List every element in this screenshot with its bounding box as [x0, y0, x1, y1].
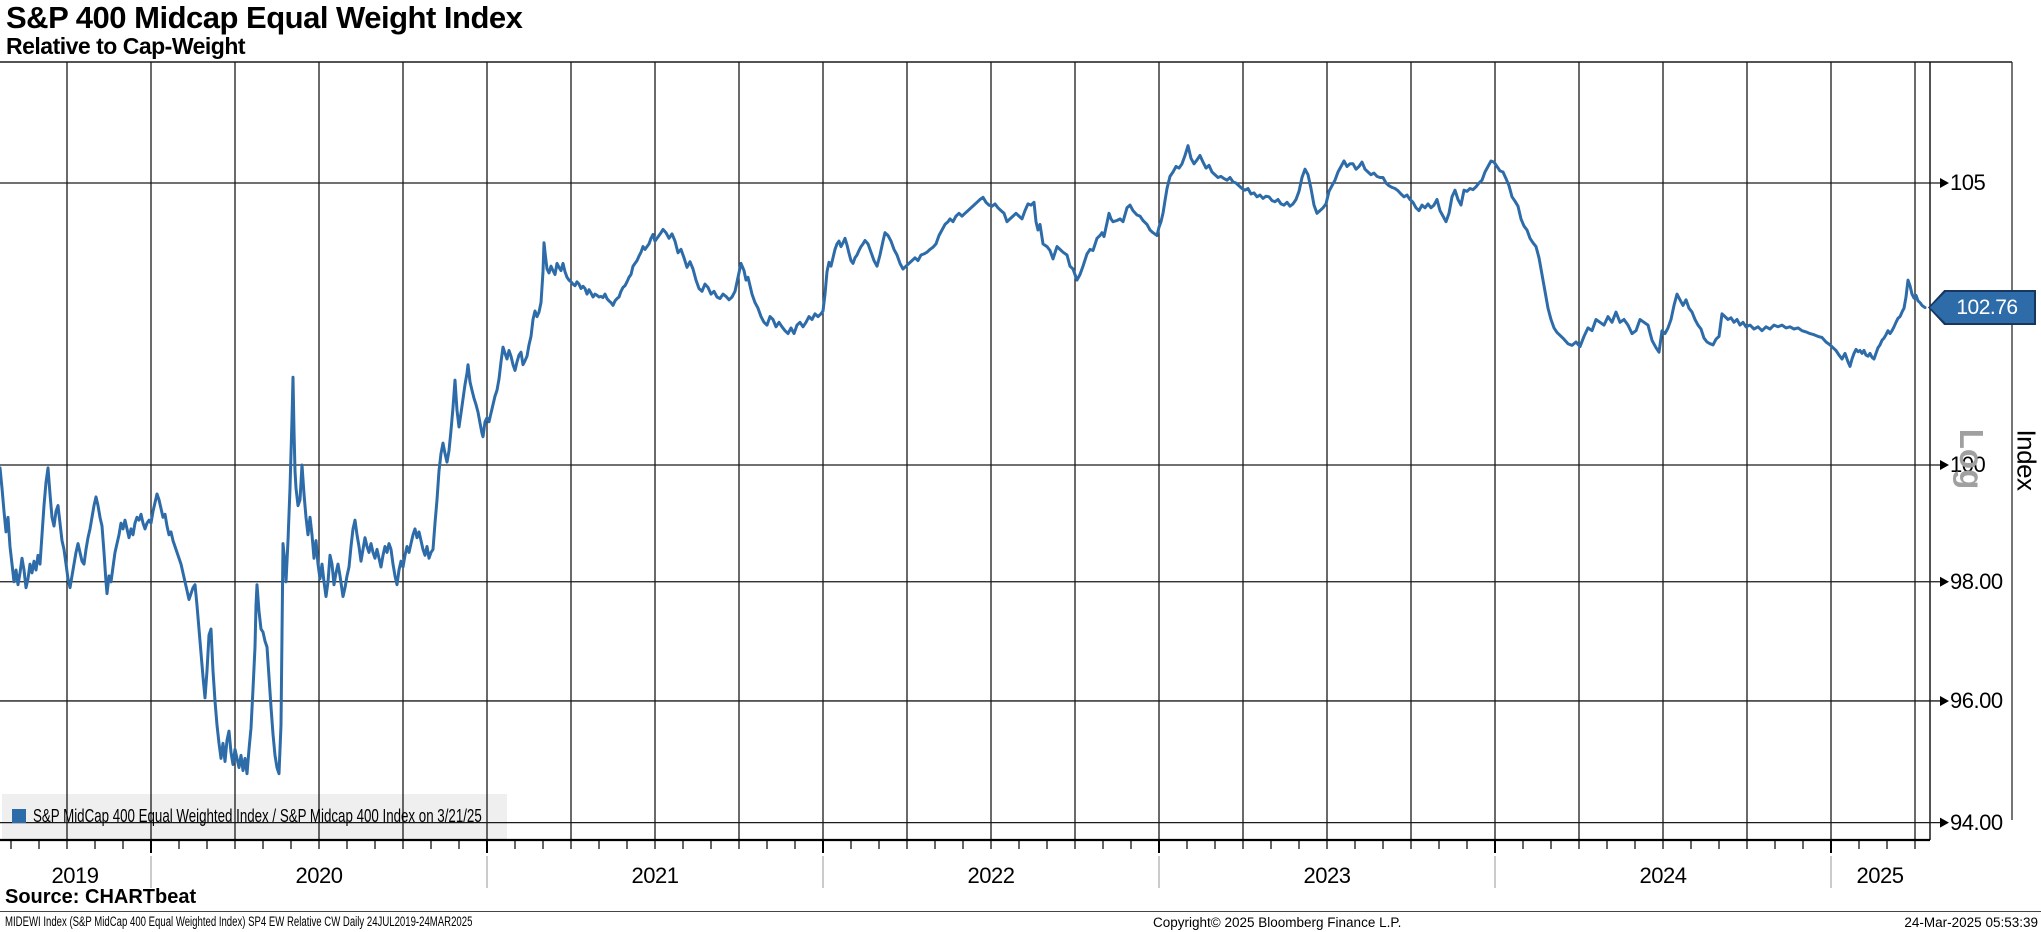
x-year-label: 2024: [1639, 863, 1687, 888]
x-year-label: 2021: [631, 863, 679, 888]
legend-background: [2, 794, 507, 839]
y-tick-label: 105: [1950, 169, 1986, 195]
y-tick-label: 96.00: [1950, 687, 2003, 713]
y-axis-title: Index: [2011, 429, 2041, 491]
y-tick-arrow-icon: [1940, 177, 1949, 188]
y-tick-label: 100: [1950, 452, 1986, 477]
y-tick-arrow-icon: [1940, 695, 1949, 706]
x-year-label: 2023: [1303, 863, 1351, 888]
footer-description: MIDEWI Index (S&P MidCap 400 Equal Weigh…: [5, 914, 473, 929]
y-tick-arrow-icon: [1940, 817, 1949, 828]
page-subtitle: Relative to Cap-Weight: [6, 33, 246, 59]
y-tick-label: 94.00: [1950, 809, 2003, 835]
source-label: Source: CHARTbeat: [5, 886, 197, 908]
data-series-line: [0, 144, 1927, 776]
last-value-label: 102.76: [1956, 295, 2018, 319]
footer-divider: [0, 911, 2041, 912]
footer-copyright: Copyright© 2025 Bloomberg Finance L.P.: [1153, 915, 1402, 930]
legend-series-label: S&P MidCap 400 Equal Weighted Index / S&…: [33, 805, 482, 826]
x-year-label: 2022: [967, 863, 1015, 888]
x-year-label: 2020: [295, 863, 343, 888]
x-year-label: 2019: [51, 863, 99, 888]
log-scale-label: Log: [1953, 428, 1990, 490]
x-year-label: 2025: [1856, 863, 1904, 888]
last-value-badge: 102.76: [1928, 290, 2036, 325]
footer-timestamp: 24-Mar-2025 05:53:39: [1904, 915, 2038, 930]
legend: S&P MidCap 400 Equal Weighted Index / S&…: [2, 794, 507, 839]
page-title: S&P 400 Midcap Equal Weight Index: [6, 0, 523, 35]
y-tick-label: 98.00: [1950, 568, 2003, 594]
legend-series-marker: [12, 809, 26, 823]
y-tick-arrow-icon: [1940, 576, 1949, 587]
y-tick-arrow-icon: [1940, 460, 1949, 470]
